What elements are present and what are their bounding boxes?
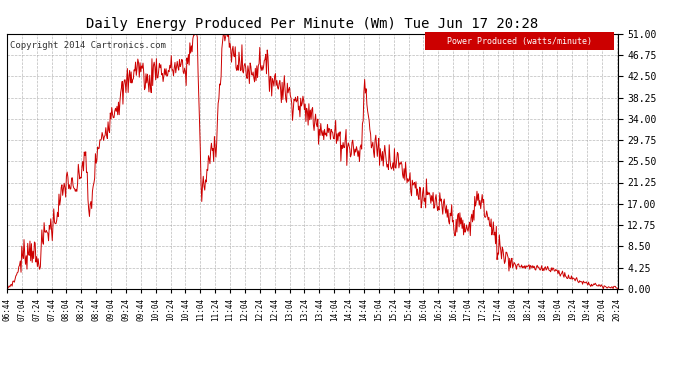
Text: Copyright 2014 Cartronics.com: Copyright 2014 Cartronics.com [10, 41, 166, 50]
Title: Daily Energy Produced Per Minute (Wm) Tue Jun 17 20:28: Daily Energy Produced Per Minute (Wm) Tu… [86, 17, 538, 31]
